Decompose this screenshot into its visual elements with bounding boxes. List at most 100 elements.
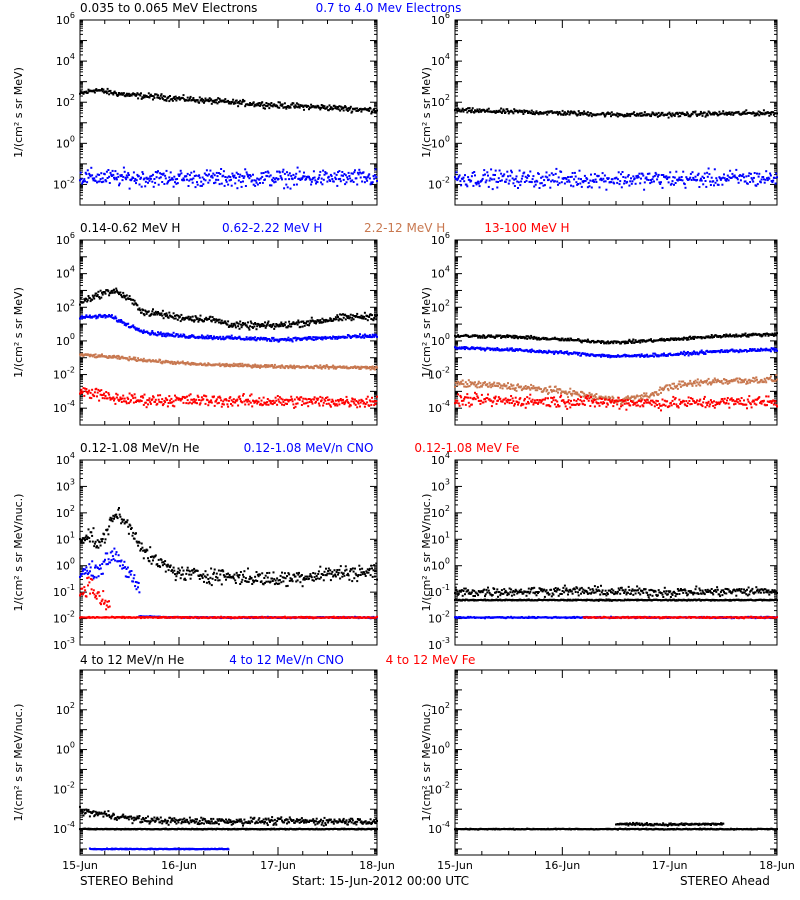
data-point <box>286 403 288 405</box>
data-point <box>336 404 339 407</box>
data-point <box>759 333 762 336</box>
data-point <box>210 98 213 101</box>
data-point <box>650 181 653 184</box>
data-point <box>149 401 152 404</box>
data-point <box>244 322 247 325</box>
data-point <box>638 172 641 175</box>
data-point <box>686 337 689 340</box>
data-point <box>171 404 174 407</box>
data-point <box>713 336 715 338</box>
data-point <box>678 176 681 179</box>
data-point <box>175 99 178 102</box>
data-point <box>294 175 297 178</box>
data-point <box>337 316 339 318</box>
y-tick-label: 104 <box>56 265 75 281</box>
data-point <box>345 395 348 398</box>
data-point <box>368 173 371 176</box>
data-point <box>98 297 101 300</box>
data-point <box>558 111 561 113</box>
data-point <box>192 97 195 99</box>
data-point <box>229 335 232 338</box>
data-point <box>318 106 321 109</box>
data-point <box>490 334 493 337</box>
data-point <box>252 400 255 403</box>
data-point <box>291 400 294 403</box>
data-point <box>583 110 586 113</box>
data-point <box>163 99 166 102</box>
data-point <box>455 108 458 111</box>
data-point <box>349 337 352 339</box>
data-point <box>191 315 194 318</box>
data-point <box>186 317 189 320</box>
data-point <box>564 113 567 116</box>
data-point <box>300 404 303 406</box>
data-point <box>99 393 102 396</box>
data-point <box>623 115 626 118</box>
data-point <box>662 354 665 357</box>
data-point <box>462 176 465 179</box>
data-point <box>770 334 773 336</box>
data-point <box>616 181 619 184</box>
data-point <box>222 335 225 338</box>
data-point <box>376 366 378 369</box>
data-point <box>339 109 342 112</box>
data-point <box>271 364 274 366</box>
data-point <box>531 178 534 181</box>
data-point <box>301 176 304 179</box>
data-point <box>308 322 311 325</box>
data-point <box>604 114 607 117</box>
data-point <box>234 324 237 327</box>
data-point <box>585 177 588 179</box>
data-point <box>132 171 135 174</box>
data-point <box>327 367 330 370</box>
data-point <box>368 404 371 407</box>
data-point <box>132 303 135 306</box>
data-point <box>722 335 725 338</box>
data-point <box>317 178 320 180</box>
data-point <box>84 180 86 183</box>
data-point <box>159 331 162 334</box>
data-point <box>153 178 156 180</box>
data-point <box>345 181 348 184</box>
data-point <box>146 177 149 180</box>
data-point <box>234 401 237 404</box>
data-point <box>259 366 261 369</box>
data-point <box>578 112 581 115</box>
data-point <box>255 104 258 107</box>
data-point <box>190 398 193 401</box>
data-point <box>142 332 145 334</box>
data-point <box>538 187 541 189</box>
data-point <box>145 312 148 315</box>
data-point <box>121 355 124 358</box>
data-point <box>652 112 655 115</box>
data-point <box>213 335 215 338</box>
data-point <box>528 180 531 183</box>
data-point <box>98 180 101 183</box>
data-point <box>117 398 120 401</box>
data-point <box>320 321 323 324</box>
data-point <box>112 93 115 96</box>
data-point <box>615 114 618 117</box>
data-point <box>182 317 185 320</box>
data-point <box>180 172 183 175</box>
data-point <box>318 366 321 369</box>
data-point <box>527 112 529 114</box>
data-point <box>313 321 316 324</box>
data-point <box>141 171 144 174</box>
data-series <box>454 167 778 191</box>
data-point <box>142 396 145 399</box>
data-point <box>216 102 219 105</box>
data-point <box>742 173 745 176</box>
data-point <box>559 112 562 115</box>
data-point <box>110 315 113 318</box>
data-point <box>556 180 559 183</box>
data-point <box>225 179 227 182</box>
data-point <box>166 399 169 401</box>
data-point <box>269 365 271 368</box>
data-point <box>523 109 526 112</box>
data-point <box>560 181 563 184</box>
data-point <box>154 171 157 173</box>
data-point <box>564 337 567 340</box>
data-point <box>153 312 156 315</box>
y-tick-label: 10-2 <box>428 366 450 382</box>
